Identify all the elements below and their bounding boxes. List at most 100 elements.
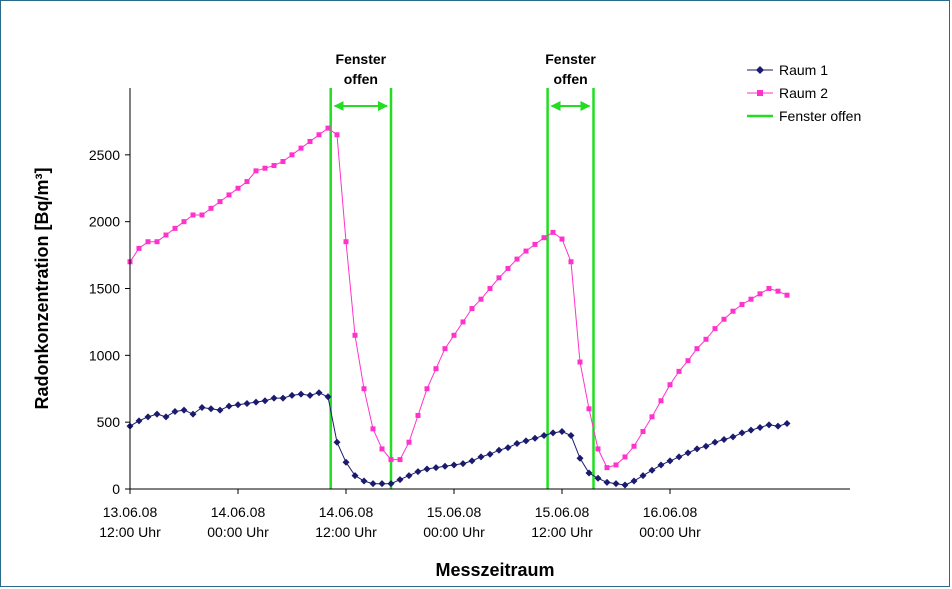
y-tick-label: 1000 bbox=[89, 347, 120, 363]
raum-1-point bbox=[720, 436, 728, 444]
raum-1-point bbox=[396, 476, 404, 484]
raum-2-point bbox=[766, 286, 772, 291]
annotation-label-line2: offen bbox=[344, 71, 378, 87]
raum-2-point bbox=[541, 235, 547, 241]
raum-2-point bbox=[289, 152, 295, 158]
raum-2-point bbox=[559, 236, 565, 242]
raum-1-point bbox=[279, 394, 287, 402]
y-tick-label: 0 bbox=[112, 481, 120, 497]
raum-2-point bbox=[163, 232, 169, 238]
raum-2-point bbox=[181, 219, 187, 225]
raum-1-point bbox=[324, 393, 332, 401]
raum-2-point bbox=[136, 245, 142, 251]
raum-2-point bbox=[325, 125, 331, 131]
raum-1-point bbox=[450, 461, 458, 469]
raum-1-point bbox=[657, 461, 665, 469]
x-tick-label-date: 15.06.08 bbox=[427, 504, 482, 520]
raum-1-point bbox=[702, 442, 710, 450]
legend-label-raum-2: Raum 2 bbox=[779, 85, 828, 101]
x-tick-label-time: 12:00 Uhr bbox=[99, 524, 161, 540]
raum-1-point bbox=[567, 432, 575, 440]
raum-2-point bbox=[658, 398, 664, 404]
y-axis-title: Radonkonzentration [Bq/m³] bbox=[32, 168, 52, 410]
raum-1-point bbox=[162, 413, 170, 421]
annotation-label-line1: Fenster bbox=[336, 51, 387, 67]
raum-2-point bbox=[514, 256, 520, 262]
raum-1-point bbox=[306, 391, 314, 399]
raum-2-point bbox=[361, 386, 367, 392]
raum-1-point bbox=[612, 480, 620, 488]
raum-1-point bbox=[738, 429, 746, 437]
raum-1-point bbox=[531, 434, 539, 442]
raum-2-point bbox=[739, 302, 745, 308]
raum-2-point bbox=[595, 446, 601, 452]
x-tick-label-time: 00:00 Uhr bbox=[207, 524, 269, 540]
raum-1-point bbox=[468, 457, 476, 465]
raum-1-point bbox=[252, 398, 260, 406]
raum-1-point bbox=[441, 462, 449, 470]
raum-2-point bbox=[226, 192, 232, 198]
raum-1-point bbox=[765, 421, 773, 429]
raum-2-point bbox=[262, 165, 268, 171]
raum-1-point bbox=[630, 477, 638, 485]
raum-2-point bbox=[784, 292, 790, 298]
raum-1-point bbox=[432, 464, 440, 472]
raum-2-point bbox=[586, 406, 592, 412]
raum-2-point bbox=[469, 306, 475, 312]
raum-1-point bbox=[783, 420, 791, 428]
raum-1-point bbox=[333, 438, 341, 446]
raum-2-point bbox=[721, 316, 727, 322]
y-tick-label: 2500 bbox=[89, 147, 120, 163]
raum-1-point bbox=[675, 453, 683, 461]
annotation-label-line2: offen bbox=[553, 71, 587, 87]
raum-1-point bbox=[171, 407, 179, 415]
raum-2-point bbox=[379, 446, 385, 452]
raum-1-point bbox=[351, 472, 359, 480]
annotations: Fenster offen Fenster offen bbox=[333, 51, 596, 111]
raum-2-point bbox=[352, 332, 358, 338]
raum-2-point bbox=[460, 319, 466, 325]
x-tick-label-time: 12:00 Uhr bbox=[315, 524, 377, 540]
raum-1-point bbox=[144, 413, 152, 421]
raum-2-point bbox=[640, 429, 646, 435]
raum-2-point bbox=[298, 145, 304, 151]
raum-1-point bbox=[648, 466, 656, 474]
axes: 0 500 1000 1500 2000 2500 13.06.08 12:00 Uhr 14.… bbox=[89, 88, 850, 540]
raum-2-point bbox=[415, 412, 421, 418]
raum-1-point bbox=[486, 450, 494, 458]
raum-2-point bbox=[577, 359, 583, 365]
raum-1-point bbox=[153, 410, 161, 418]
y-tick-label: 1500 bbox=[89, 281, 120, 297]
raum-2-point bbox=[406, 439, 412, 445]
y-tick-label: 2000 bbox=[89, 214, 120, 230]
raum-1-point bbox=[423, 465, 431, 473]
raum-1-point bbox=[495, 446, 503, 454]
legend-marker-raum-1 bbox=[756, 66, 764, 74]
raum-1-point bbox=[774, 422, 782, 430]
raum-2-point bbox=[154, 239, 160, 245]
raum-1-point bbox=[693, 445, 701, 453]
x-axis-title: Messzeitraum bbox=[435, 560, 554, 580]
raum-1-point bbox=[207, 405, 215, 413]
raum-2-point bbox=[208, 205, 214, 211]
raum-1-point bbox=[405, 472, 413, 480]
raum-2-line bbox=[129, 127, 788, 469]
raum-2-point bbox=[676, 368, 682, 374]
raum-2-point bbox=[604, 465, 610, 471]
x-tick-label-date: 13.06.08 bbox=[103, 504, 158, 520]
raum-2-point bbox=[433, 366, 439, 372]
raum-1-point bbox=[756, 424, 764, 432]
x-tick-label-time: 12:00 Uhr bbox=[531, 524, 593, 540]
raum-2-point bbox=[253, 168, 259, 174]
raum-1-point bbox=[243, 399, 251, 407]
raum-1-point bbox=[387, 480, 395, 488]
raum-1-point bbox=[315, 389, 323, 397]
raum-2-point bbox=[568, 259, 574, 265]
raum-2-point bbox=[649, 414, 655, 420]
raum-1-point bbox=[270, 394, 278, 402]
raum-1-point bbox=[594, 474, 602, 482]
y-tick-label: 500 bbox=[97, 414, 121, 430]
raum-2-point bbox=[334, 132, 340, 138]
raum-2-point bbox=[631, 443, 637, 449]
raum-2-point bbox=[712, 326, 718, 332]
